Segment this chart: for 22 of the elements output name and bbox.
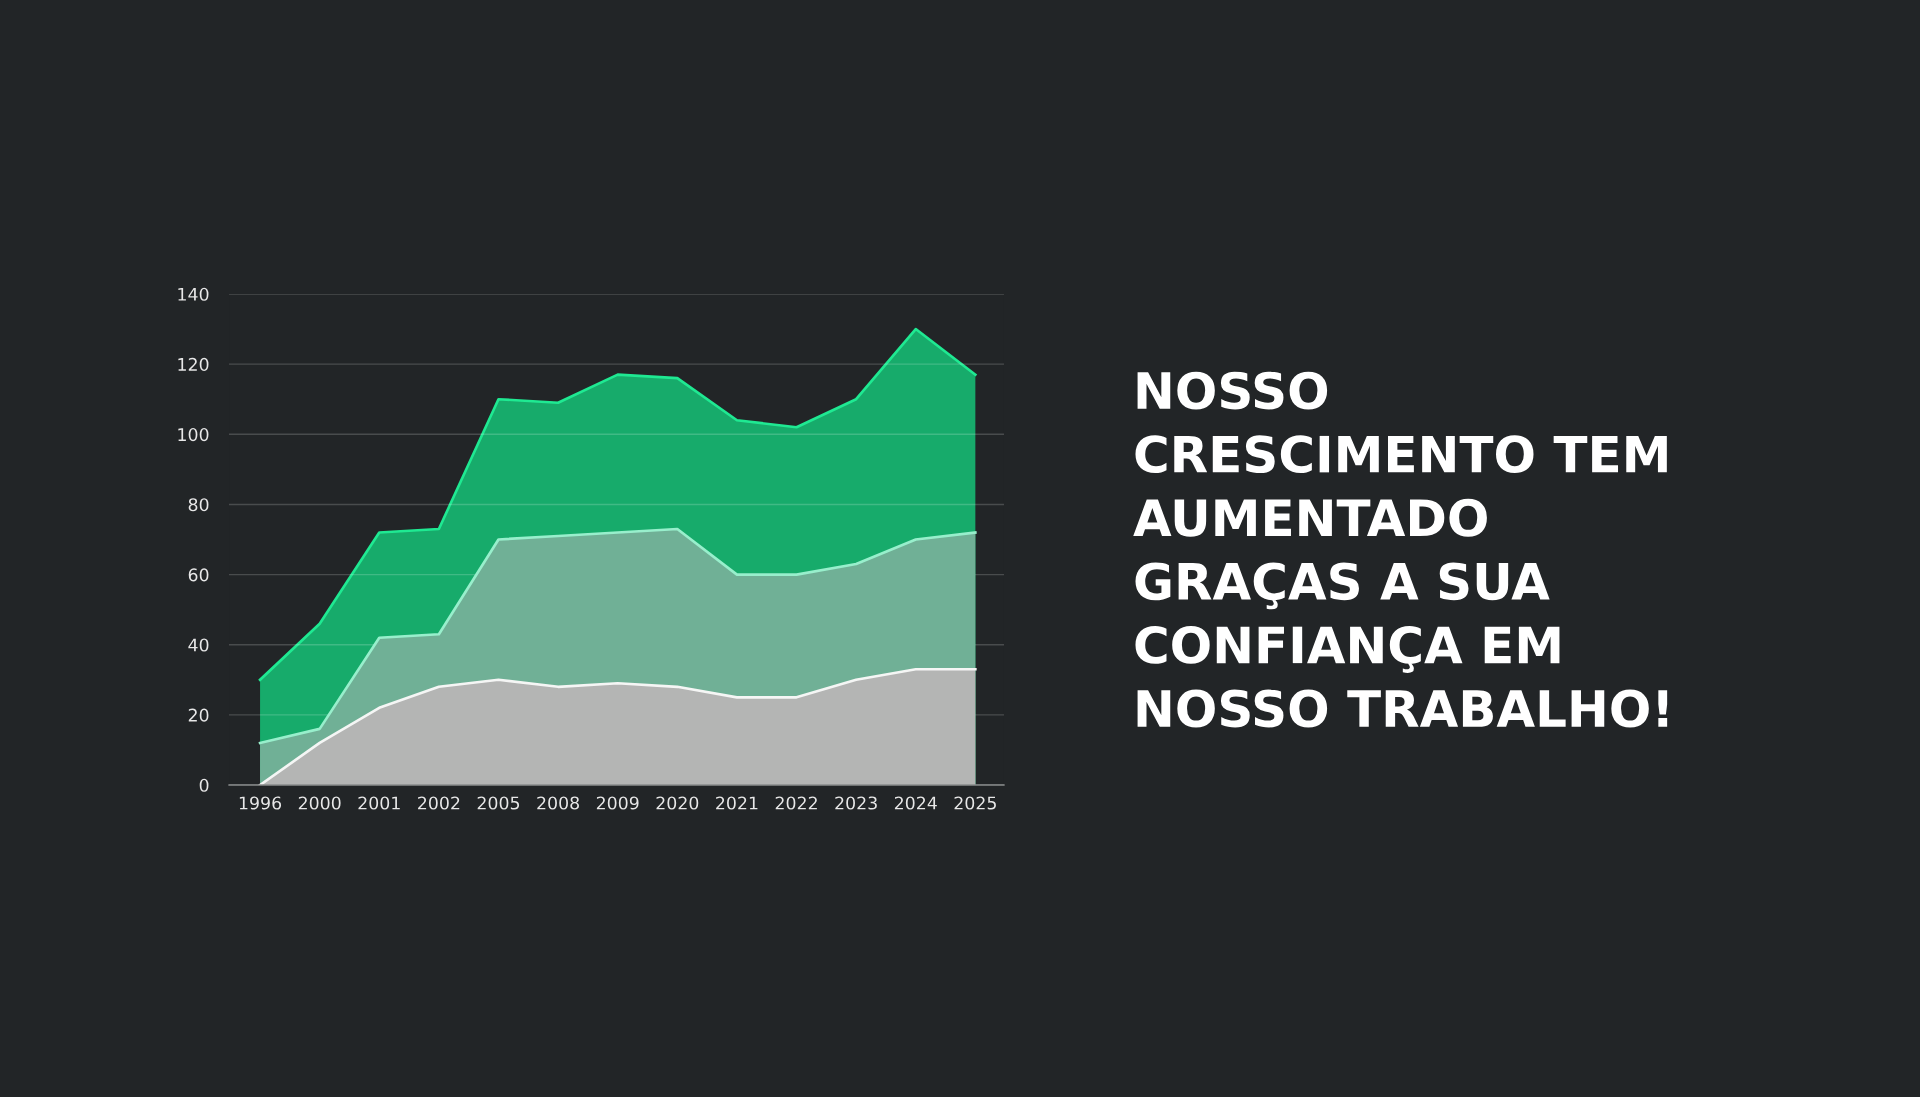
x-tick-label: 2009 <box>596 796 639 810</box>
text: NOSSO CRESCIMENTO TEM AUMENTADO GRAÇAS A SUA CONFIANÇA EM NOSSO TRABALHO! <box>1133 371 1668 728</box>
x-tick-label: 2021 <box>716 796 758 810</box>
x-tick-label: 2000 <box>298 796 341 810</box>
x-tick-label: 2008 <box>537 796 579 810</box>
y-tick-label: 140 <box>178 287 209 301</box>
y-tick-label: 0 <box>199 778 209 792</box>
x-tick-label: 2025 <box>954 796 996 810</box>
y-tick-label: 20 <box>188 708 209 722</box>
x-tick-label: 2005 <box>477 796 520 810</box>
x-tick-label: 2002 <box>418 796 460 810</box>
x-tick-label: 2023 <box>835 796 877 810</box>
x-tick-label: 2024 <box>894 796 937 810</box>
x-tick-label: 2001 <box>358 796 400 810</box>
y-tick-label: 60 <box>188 568 209 582</box>
y-tick-label: 40 <box>188 638 209 652</box>
y-tick-label: 120 <box>178 357 209 371</box>
y-tick-label: 100 <box>178 428 209 442</box>
x-tick-label: 2022 <box>775 796 817 810</box>
y-tick-label: 80 <box>188 498 209 512</box>
x-tick-label: 1996 <box>239 796 282 810</box>
x-tick-label: 2020 <box>656 796 699 810</box>
